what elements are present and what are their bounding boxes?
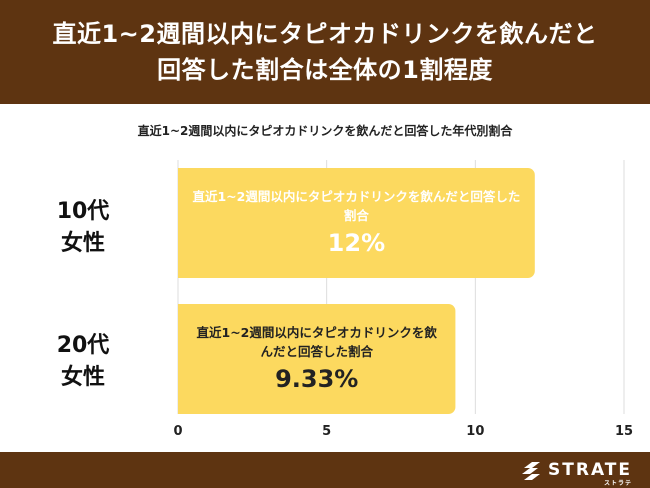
bar-label-teens-description: 直近1~2週間以内にタピオカドリンクを飲んだと回答した割合 bbox=[192, 189, 521, 223]
strate-logo: STRATE ストラテ bbox=[520, 456, 632, 487]
header-title-line-2: 回答した割合は全体の1割程度 bbox=[157, 56, 493, 84]
category-label-teens-gender: 女性 bbox=[60, 231, 105, 256]
category-label-twenties-gender: 女性 bbox=[60, 365, 105, 390]
x-tick-label: 5 bbox=[322, 424, 332, 439]
header-title-line-1: 直近1~2週間以内にタピオカドリンクを飲んだと bbox=[52, 20, 598, 48]
x-tick-label: 15 bbox=[614, 424, 634, 439]
brand-name-text: STRATE bbox=[548, 460, 632, 480]
strate-logo-icon bbox=[522, 462, 541, 480]
chart-title: 直近1~2週間以内にタピオカドリンクを飲んだと回答した年代別割合 bbox=[137, 124, 513, 138]
brand-name: STRATE ストラテ bbox=[548, 460, 632, 487]
bar-label-twenties-description: 直近1~2週間以内にタピオカドリンクを飲んだと回答した割合 bbox=[196, 325, 437, 359]
bar-label-teens-value: 12% bbox=[327, 229, 386, 257]
bar-label-teens: 直近1~2週間以内にタピオカドリンクを飲んだと回答した割合 12% bbox=[192, 168, 521, 278]
bar-teens-edge bbox=[178, 168, 188, 278]
brand-name-sub: ストラテ bbox=[603, 480, 632, 487]
x-tick-label: 10 bbox=[466, 424, 485, 439]
bar-twenties bbox=[178, 304, 456, 414]
category-label-teens: 10代 女性 bbox=[28, 196, 138, 260]
category-label-twenties-age: 20代 bbox=[56, 333, 110, 358]
bar-chart bbox=[177, 160, 625, 414]
bar-twenties-edge bbox=[178, 304, 188, 414]
x-tick-label: 0 bbox=[173, 424, 183, 439]
bar-label-twenties: 直近1~2週間以内にタピオカドリンクを飲んだと回答した割合 9.33% bbox=[192, 304, 441, 414]
category-label-twenties: 20代 女性 bbox=[28, 330, 138, 394]
category-label-teens-age: 10代 bbox=[56, 199, 110, 224]
bar-label-twenties-value: 9.33% bbox=[275, 365, 359, 393]
bar-teens bbox=[178, 168, 535, 278]
footer-bar: STRATE ストラテ bbox=[0, 452, 650, 488]
header-banner: 直近1~2週間以内にタピオカドリンクを飲んだと 回答した割合は全体の1割程度 bbox=[0, 0, 650, 104]
